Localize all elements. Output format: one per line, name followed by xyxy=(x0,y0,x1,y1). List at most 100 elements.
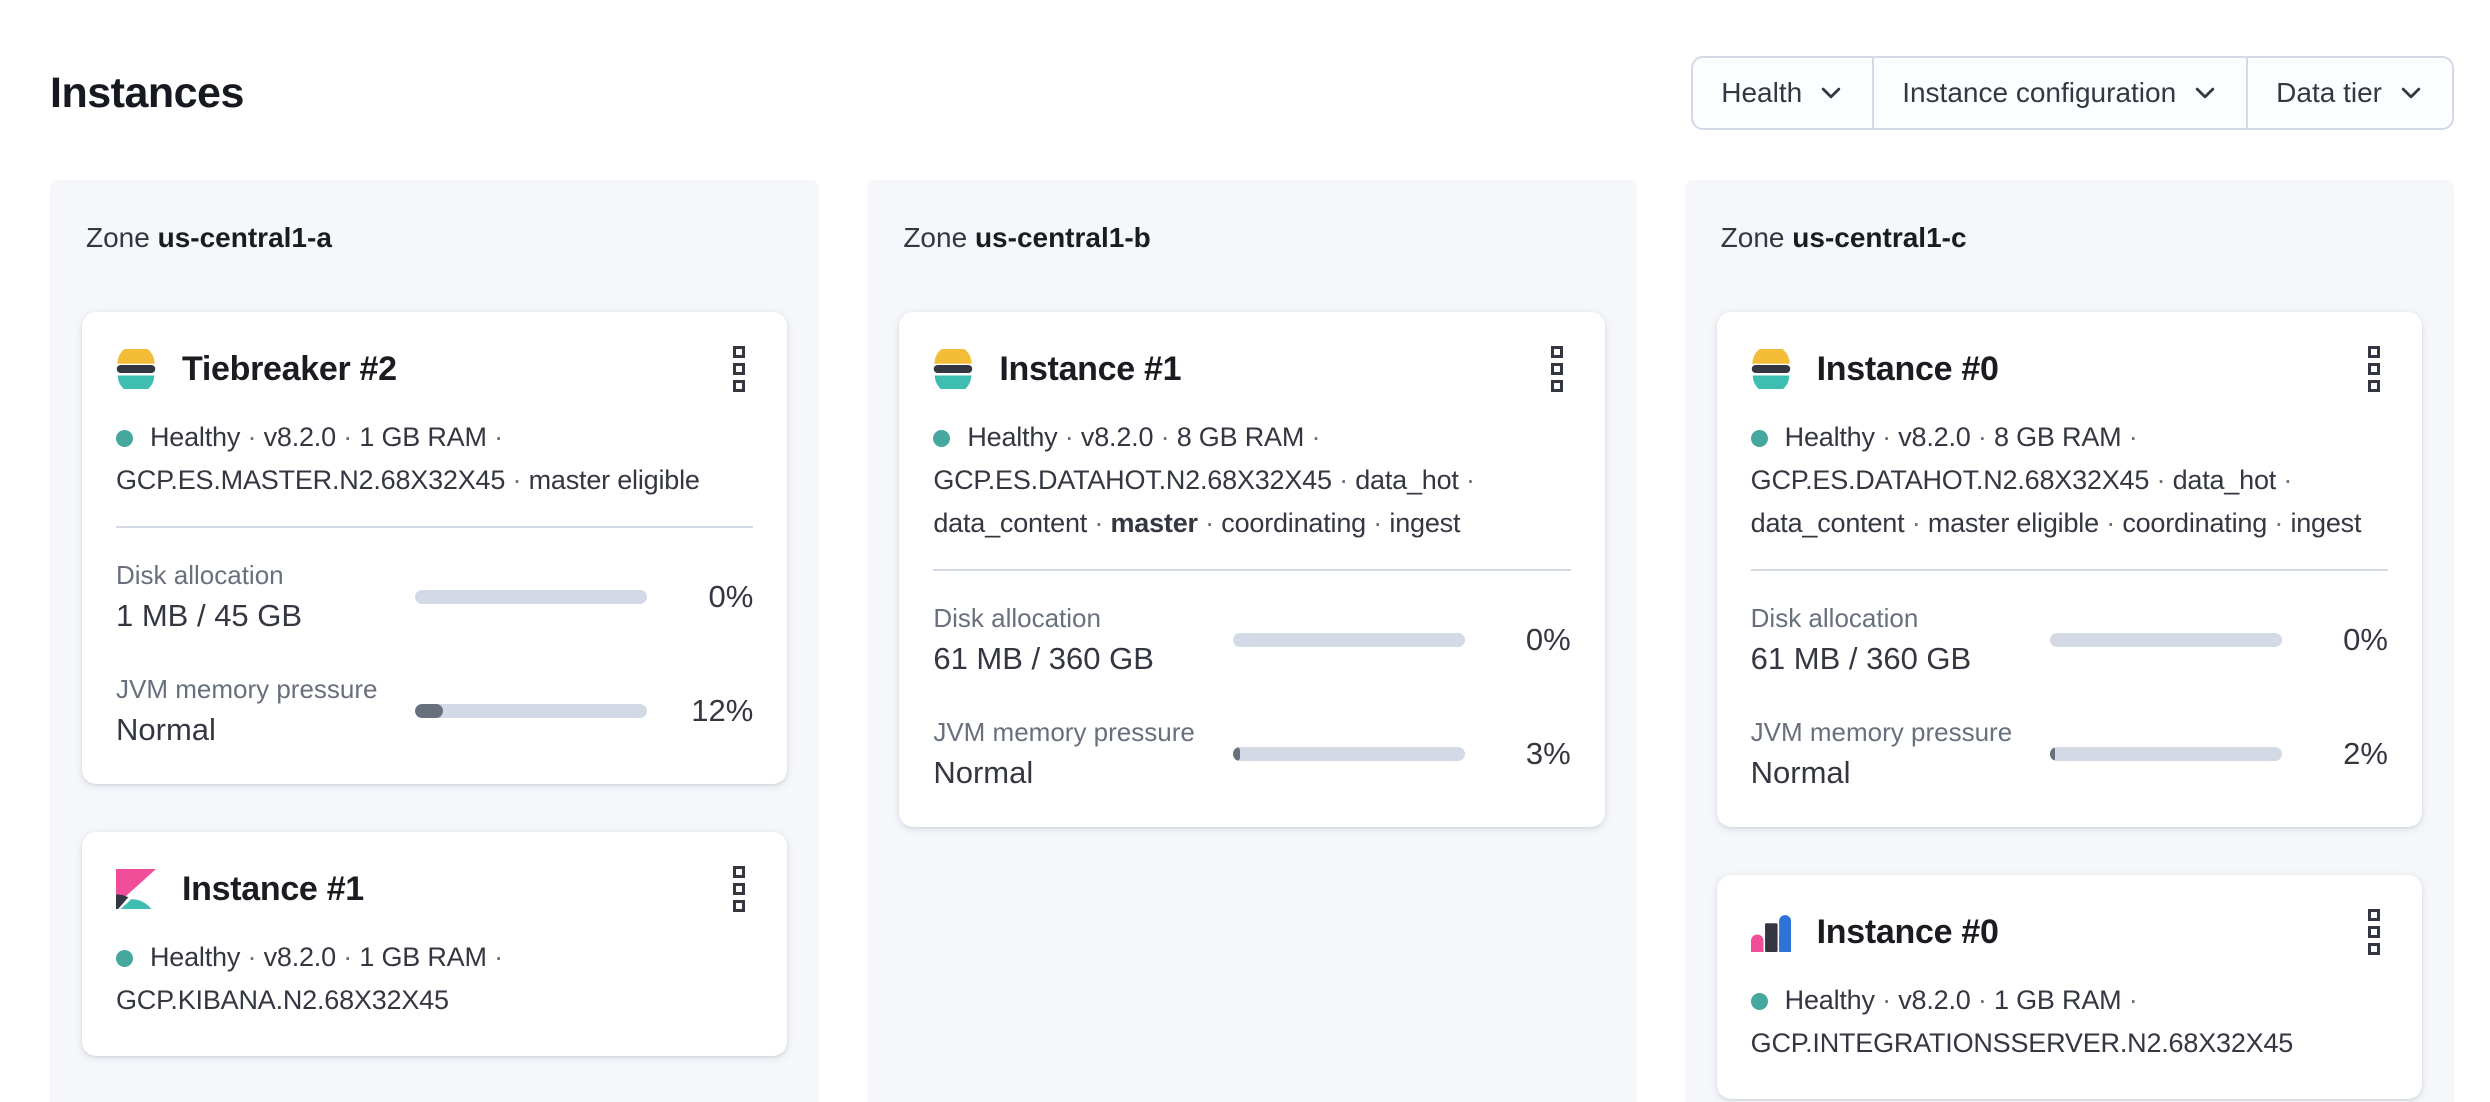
ram: 1 GB RAM xyxy=(1994,985,2122,1015)
node-role: ingest xyxy=(1389,508,1461,538)
zone-name: us-central1-a xyxy=(157,222,332,253)
node-role: data_content xyxy=(933,508,1088,538)
instance-actions-kebab-button[interactable] xyxy=(2364,342,2384,396)
jvm-progress-bar xyxy=(2049,747,2282,761)
node-role: data_hot xyxy=(1355,465,1459,495)
integrations-server-logo xyxy=(1750,915,1791,952)
instance-actions-kebab-button[interactable] xyxy=(1547,342,1567,396)
zone-name: us-central1-c xyxy=(1792,222,1967,253)
chevron-down-icon xyxy=(2195,87,2215,99)
instance-configuration: GCP.ES.DATAHOT.N2.68X32X45 xyxy=(933,465,1332,495)
disk-progress-bar xyxy=(2049,633,2282,647)
instance-actions-kebab-button[interactable] xyxy=(729,862,749,916)
metric-value: Normal xyxy=(933,755,1034,790)
disk-allocation-metric: Disk allocation 1 MB / 45 GB 0% xyxy=(116,558,753,636)
instance-meta: Healthy · v8.2.0 · 8 GB RAM · GCP.ES.DAT… xyxy=(933,422,1475,538)
metric-label: JVM memory pressure xyxy=(1750,717,2013,747)
metric-label: JVM memory pressure xyxy=(933,717,1195,747)
node-role: data_content xyxy=(1750,508,1905,538)
metric-percent: 12% xyxy=(691,693,754,728)
disk-allocation-metric: Disk allocation 61 MB / 360 GB 0% xyxy=(933,601,1570,679)
metric-percent: 0% xyxy=(1525,622,1571,657)
filter-data-tier-label: Data tier xyxy=(2276,77,2382,108)
health-status-dot xyxy=(933,430,951,447)
instance-title: Instance #0 xyxy=(1816,913,1999,951)
disk-progress-bar xyxy=(415,590,648,604)
zone-panel-us-central1-b: Zone us-central1-b Instance #1 Healthy · xyxy=(867,180,1637,1102)
metric-percent: 0% xyxy=(708,579,754,614)
health-status-dot xyxy=(1750,430,1768,447)
instance-title: Instance #0 xyxy=(1816,350,1999,388)
chevron-down-icon xyxy=(1822,87,1841,99)
version: v8.2.0 xyxy=(263,422,337,452)
divider xyxy=(1750,569,2388,571)
metric-label: Disk allocation xyxy=(933,603,1101,633)
zone-label: Zone us-central1-c xyxy=(1720,222,1967,253)
disk-allocation-metric: Disk allocation 61 MB / 360 GB 0% xyxy=(1751,601,2388,679)
chevron-down-icon xyxy=(2401,87,2421,99)
page-header: Instances Health Instance configuration … xyxy=(0,0,2490,130)
filter-data-tier-button[interactable]: Data tier xyxy=(2246,58,2452,128)
instance-actions-kebab-button[interactable] xyxy=(729,342,749,396)
zone-label: Zone us-central1-b xyxy=(903,222,1151,253)
divider xyxy=(933,569,1571,571)
instance-meta: Healthy · v8.2.0 · 1 GB RAM · GCP.KIBANA… xyxy=(116,942,503,1015)
zone-label: Zone us-central1-a xyxy=(86,222,332,253)
filter-health-button[interactable]: Health xyxy=(1693,58,1872,128)
instance-title: Instance #1 xyxy=(999,350,1182,388)
instance-configuration: GCP.ES.DATAHOT.N2.68X32X45 xyxy=(1750,465,2150,495)
health-status-dot xyxy=(116,430,133,447)
jvm-memory-pressure-metric: JVM memory pressure Normal 3% xyxy=(933,715,1570,793)
metric-value: Normal xyxy=(1750,755,1851,790)
zones-row: Zone us-central1-a Tiebreaker #2 Healthy… xyxy=(50,180,2454,1102)
instance-card-es-1: Instance #1 Healthy · v8.2.0 · 8 GB RAM … xyxy=(899,312,1605,827)
node-role: data_hot xyxy=(2172,465,2277,495)
version: v8.2.0 xyxy=(1080,422,1154,452)
ram: 8 GB RAM xyxy=(1994,422,2122,452)
node-role: master eligible xyxy=(528,465,700,495)
instance-configuration: GCP.ES.MASTER.N2.68X32X45 xyxy=(116,465,506,495)
version: v8.2.0 xyxy=(1898,422,1971,452)
filter-health-label: Health xyxy=(1721,77,1803,108)
metric-value: Normal xyxy=(116,712,216,747)
jvm-memory-pressure-metric: JVM memory pressure Normal 2% xyxy=(1751,715,2388,793)
node-role: master eligible xyxy=(1927,508,2099,538)
metric-percent: 2% xyxy=(2343,736,2388,771)
elasticsearch-logo xyxy=(1751,349,1790,389)
metric-percent: 3% xyxy=(1525,736,1571,771)
disk-progress-bar xyxy=(1232,633,1465,647)
instance-meta: Healthy · v8.2.0 · 1 GB RAM · GCP.ES.MAS… xyxy=(116,422,700,495)
metric-percent: 0% xyxy=(2343,622,2388,657)
instance-configuration: GCP.KIBANA.N2.68X32X45 xyxy=(116,985,449,1015)
version: v8.2.0 xyxy=(263,942,337,972)
divider xyxy=(116,526,754,528)
ram: 1 GB RAM xyxy=(359,422,487,452)
zone-panel-us-central1-c: Zone us-central1-c Instance #0 Healthy · xyxy=(1684,180,2454,1102)
health-status: Healthy xyxy=(1784,985,1875,1015)
node-role: coordinating xyxy=(1221,508,1366,538)
instance-title: Tiebreaker #2 xyxy=(182,350,397,388)
health-status: Healthy xyxy=(1784,422,1875,452)
node-role: ingest xyxy=(2290,508,2362,538)
health-status-dot xyxy=(116,950,133,967)
zone-name: us-central1-b xyxy=(974,222,1151,253)
jvm-memory-pressure-metric: JVM memory pressure Normal 12% xyxy=(116,672,753,750)
health-status: Healthy xyxy=(967,422,1058,452)
instance-card-integrations-server-0: Instance #0 Healthy · v8.2.0 · 1 GB RAM … xyxy=(1716,875,2422,1099)
filter-instance-configuration-button[interactable]: Instance configuration xyxy=(1872,58,2246,128)
filter-instance-configuration-label: Instance configuration xyxy=(1902,77,2177,108)
instance-card-tiebreaker-2: Tiebreaker #2 Healthy · v8.2.0 · 1 GB RA… xyxy=(82,312,788,784)
ram: 8 GB RAM xyxy=(1176,422,1305,452)
instance-actions-kebab-button[interactable] xyxy=(2364,905,2384,959)
metric-value: 61 MB / 360 GB xyxy=(933,641,1154,676)
instance-card-kibana-1: Instance #1 Healthy · v8.2.0 · 1 GB RAM … xyxy=(82,832,788,1056)
version: v8.2.0 xyxy=(1898,985,1971,1015)
elasticsearch-logo xyxy=(116,349,156,389)
metric-value: 61 MB / 360 GB xyxy=(1750,641,1972,676)
zone-panel-us-central1-a: Zone us-central1-a Tiebreaker #2 Healthy… xyxy=(50,180,820,1102)
health-status: Healthy xyxy=(150,422,241,452)
metric-label: Disk allocation xyxy=(1750,603,1919,633)
filter-button-group: Health Instance configuration Data tier xyxy=(1691,56,2454,130)
instance-meta: Healthy · v8.2.0 · 8 GB RAM · GCP.ES.DAT… xyxy=(1750,422,2362,538)
metric-label: Disk allocation xyxy=(116,560,284,590)
